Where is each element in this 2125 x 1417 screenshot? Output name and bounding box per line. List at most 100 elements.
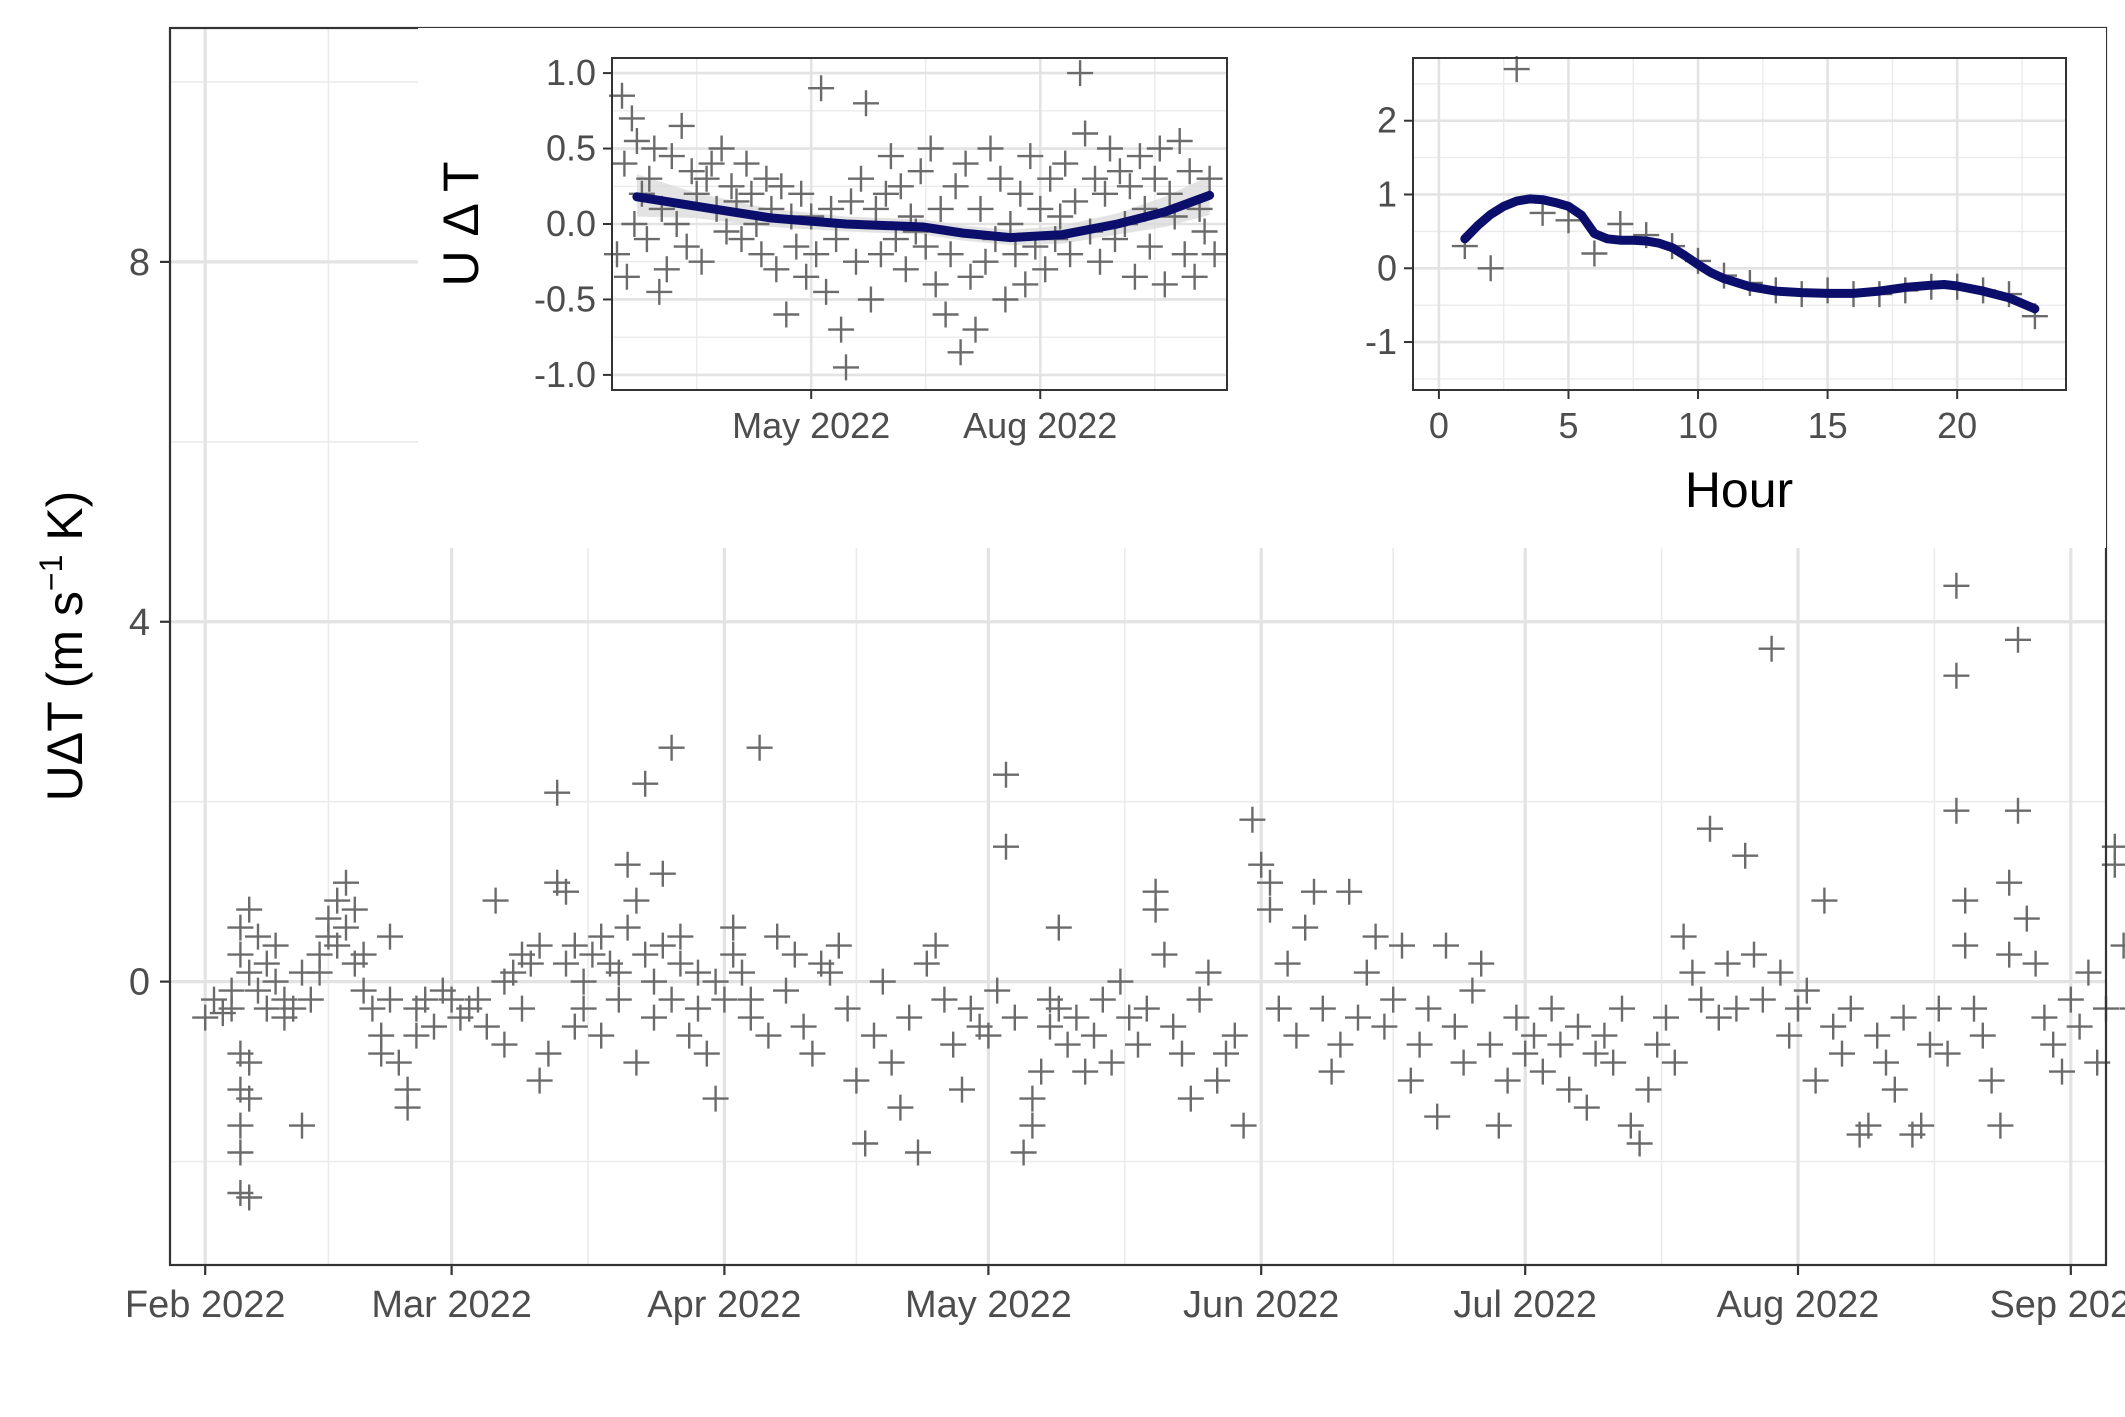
main-point: [1045, 914, 1072, 941]
main-point: [1450, 1049, 1477, 1076]
main-point: [1054, 1031, 1081, 1058]
main-point: [1538, 995, 1565, 1022]
inset-date-point: [813, 278, 840, 305]
main-point: [649, 932, 676, 959]
main-point: [1301, 878, 1327, 905]
main-x-tick-label: May 2022: [905, 1284, 1072, 1326]
main-point: [1529, 1058, 1556, 1085]
inset-date-point: [1037, 165, 1064, 192]
inset-date-point: [658, 143, 685, 170]
inset-date-point: [1072, 120, 1099, 147]
inset-date-point: [728, 226, 755, 253]
main-point: [1415, 995, 1442, 1022]
main-point: [1934, 1040, 1961, 1067]
inset-date-point: [1121, 263, 1148, 290]
main-point: [1406, 1031, 1433, 1058]
main-point: [333, 869, 359, 896]
main-point: [1952, 932, 1979, 959]
main-point: [465, 986, 491, 1013]
main-point: [1107, 968, 1134, 995]
main-point: [253, 950, 280, 977]
main-point: [1063, 1004, 1090, 1031]
main-point: [2049, 1058, 2075, 1085]
inset-date-point: [768, 173, 795, 200]
inset-date-point: [748, 241, 775, 268]
inset-date-point: [1196, 165, 1223, 192]
main-point: [1617, 1112, 1644, 1139]
main-point: [570, 995, 597, 1022]
main-point: [1855, 1112, 1882, 1139]
main-point: [896, 1004, 923, 1031]
main-point: [350, 977, 377, 1004]
inset-date-point: [1007, 180, 1034, 207]
inset-date-point: [1191, 218, 1218, 245]
main-point: [1098, 1049, 1125, 1076]
inset-date-point: [927, 195, 954, 222]
main-point: [570, 968, 597, 995]
main-point: [253, 995, 280, 1022]
main-point: [1670, 923, 1697, 950]
inset-date-point: [808, 75, 835, 102]
main-point: [1908, 1112, 1935, 1139]
main-point: [236, 896, 263, 923]
main-point: [1019, 1085, 1046, 1112]
inset-date-point: [733, 150, 760, 177]
main-point: [1600, 1049, 1627, 1076]
main-point: [984, 977, 1011, 1004]
inset-date-point: [678, 158, 705, 185]
main-point: [614, 914, 641, 941]
main-point: [949, 1076, 975, 1103]
inset-date-point: [838, 188, 864, 215]
main-point: [1265, 995, 1292, 1022]
main-point: [192, 1004, 219, 1031]
main-point: [544, 779, 571, 806]
main-point: [1221, 1022, 1248, 1049]
main-point: [245, 977, 271, 1004]
main-point: [1177, 1085, 1204, 1112]
main-y-tick-label: 4: [129, 602, 150, 644]
inset-date-point: [668, 112, 695, 139]
inset-date-point: [1097, 135, 1123, 162]
inset-hour-x-tick-label: 20: [1937, 405, 1977, 446]
inset-date-point: [853, 90, 879, 117]
inset-hour-x-tick-label: 15: [1808, 405, 1848, 446]
main-point: [755, 1022, 782, 1049]
main-point: [1741, 941, 1767, 968]
main-point: [913, 950, 940, 977]
main-point: [1371, 1013, 1398, 1040]
main-point: [957, 995, 984, 1022]
main-point: [605, 986, 632, 1013]
inset-date-point: [1151, 271, 1178, 298]
main-point: [1257, 869, 1283, 896]
inset-date-point: [872, 180, 899, 207]
main-point: [1802, 1067, 1829, 1094]
main-point: [1987, 1112, 2014, 1139]
main-point: [1195, 959, 1222, 986]
inset-date-point: [942, 173, 969, 200]
main-point: [1089, 986, 1116, 1013]
main-point: [702, 968, 729, 995]
main-point: [517, 950, 544, 977]
inset-date-point: [947, 339, 974, 366]
main-point: [236, 1085, 263, 1112]
inset-date-point: [1146, 135, 1173, 162]
main-point: [1345, 1004, 1371, 1031]
inset-date-point: [604, 241, 630, 268]
main-point: [473, 1013, 500, 1040]
main-point: [341, 896, 368, 923]
inset-date-point: [713, 218, 740, 245]
main-point: [887, 1094, 914, 1121]
inset-hour-panel: 210-10 5 10 15 20 Hour: [1338, 28, 2106, 548]
main-point: [403, 1022, 430, 1049]
inset-date-point: [823, 226, 850, 253]
inset-date-point: [1102, 226, 1128, 253]
inset-date-point: [912, 233, 939, 260]
inset-date-point: [609, 82, 635, 109]
main-point: [561, 1013, 588, 1040]
inset-date-point: [877, 143, 904, 170]
main-point: [1151, 941, 1178, 968]
inset-date-axes: 1.0 0.5 0.0 -0.5 -1.0 May 2022 Aug 2022: [534, 52, 1117, 446]
main-point: [385, 1049, 412, 1076]
main-point: [711, 986, 738, 1013]
main-point: [1829, 1040, 1855, 1067]
